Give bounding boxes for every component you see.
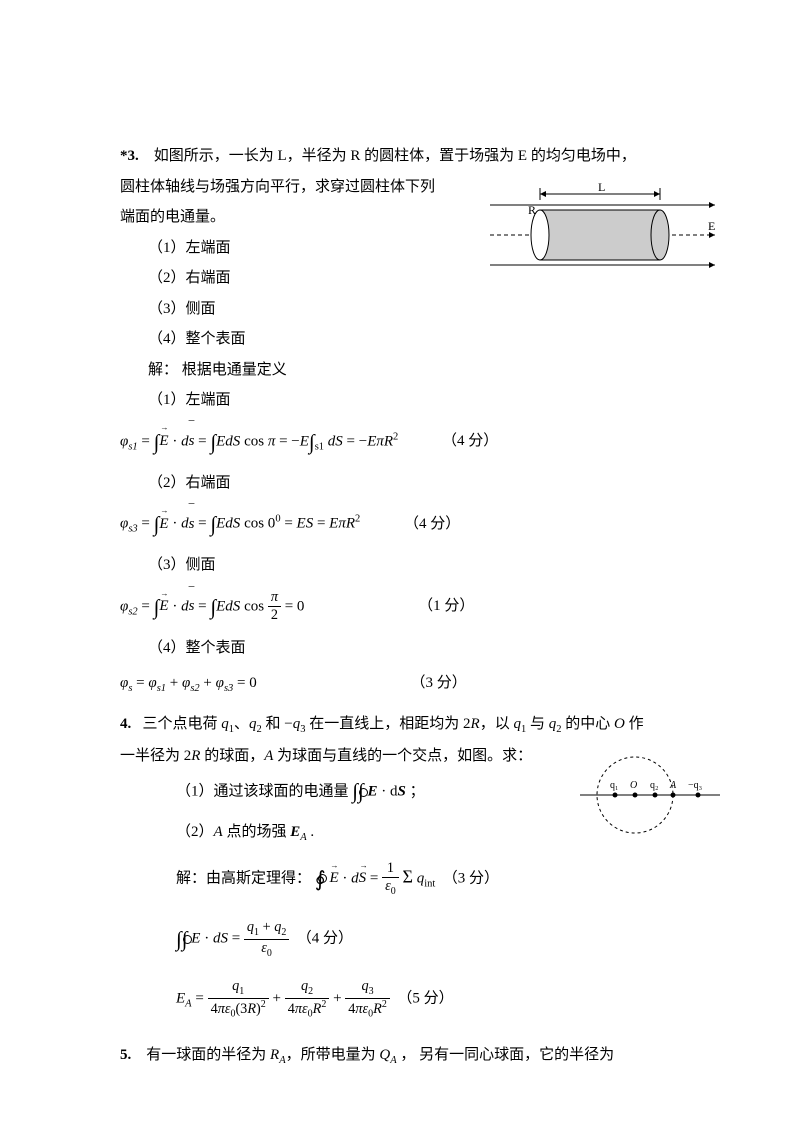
p4-stem1: 三个点电荷 q1、q2 和 −q3 在一直线上，相距均为 2R，以 q1 与 q… [143,716,644,732]
sphere-figure: q₁ O q₂ A −q₃ [580,750,720,840]
p4-line1: 4. 三个点电荷 q1、q2 和 −q3 在一直线上，相距均为 2R，以 q1 … [120,710,700,740]
p3-part4: （4）整个表面 [120,325,700,354]
p3-eq2: φs3 = ∫E · ds = ∫EdS cos 00 = ES = EπR2 … [120,501,700,547]
sphere-label-q2: q₂ [650,780,659,791]
p3-part3: （3）侧面 [120,295,700,324]
p3-sol1-label: （1）左端面 [120,386,700,415]
p5-number: 5. [120,1047,131,1063]
p3-eq2-score: （4 分） [364,508,460,541]
p3-number: *3. [120,148,139,164]
p4-eq1-score: （3 分） [443,870,499,886]
p3-stem1: 如图所示，一长为 L，半径为 R 的圆柱体，置于场强为 E 的均匀电场中， [154,148,636,164]
p3-eq1-score: （4 分） [402,425,498,458]
p3-sol2-label: （2）右端面 [120,469,700,498]
p5-line: 5. 有一球面的半径为 RA，所带电量为 QA ， 另有一同心球面，它的半径为 [120,1041,700,1071]
p4-sol-eq1: 解：由高斯定理得： ∮ E · dS = 1ε0 Σ qint （3 分） [120,856,700,902]
label-L: L [598,180,605,194]
p3-sol3-label: （3）侧面 [120,551,700,580]
p3-eq4-score: （3 分） [261,667,467,700]
label-R: R [528,203,536,217]
p4-eq3-score: （5 分） [397,991,453,1007]
document-page: *3. 如图所示，一长为 L，半径为 R 的圆柱体，置于场强为 E 的均匀电场中… [0,0,800,1132]
p5-stem: 有一球面的半径为 RA，所带电量为 QA ， 另有一同心球面，它的半径为 [146,1047,614,1063]
sphere-svg: q₁ O q₂ A −q₃ [580,750,720,840]
cylinder-figure: L R E [490,180,720,280]
sphere-label-O: O [630,780,637,791]
sphere-label-mq3: −q₃ [688,780,702,791]
p4-number: 4. [120,716,131,732]
p3-eq4: φs = φs1 + φs2 + φs3 = 0 （3 分） [120,667,700,700]
p4-sol-prefix: 解：由高斯定理得： [176,870,311,886]
p4-eq2-score: （4 分） [297,931,353,947]
p3-eq1: φs1 = ∫E · ds = ∫EdS cos π = −E∫s1 dS = … [120,419,700,465]
label-E: E [708,219,715,233]
p3-stem-line1: *3. 如图所示，一长为 L，半径为 R 的圆柱体，置于场强为 E 的均匀电场中… [120,142,700,171]
p4-eq2: ∫∫ E · dS = q1 + q2ε0 （4 分） [120,916,700,962]
p3-eq3: φs2 = ∫E · ds = ∫EdS cos π2 = 0 （1 分） [120,584,700,630]
p3-sol-label: 解： 根据电通量定义 [120,356,700,385]
p4-eq3: EA = q14πε0(3R)2 + q24πε0R2 + q34πε0R2 （… [120,978,700,1020]
p3-eq3-score: （1 分） [308,590,474,623]
sphere-label-q1: q₁ [610,780,619,791]
p3-sol4-label: （4）整个表面 [120,634,700,663]
sphere-label-A: A [669,780,677,791]
cylinder-svg: L R E [490,180,720,280]
